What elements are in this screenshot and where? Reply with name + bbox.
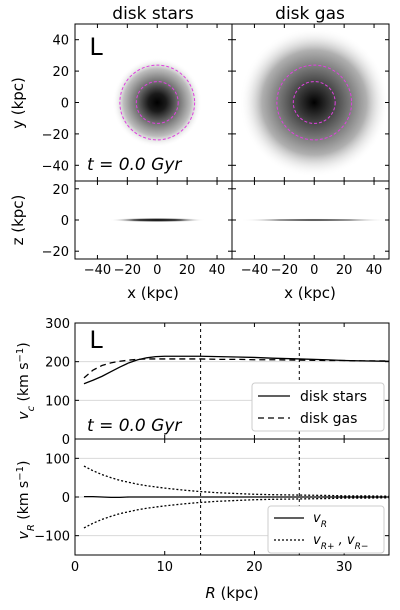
- ytick-label: 100: [45, 452, 70, 467]
- map-xtick-label: −20: [271, 263, 298, 278]
- time-label-bottom: t = 0.0 Gyr: [87, 416, 182, 436]
- map-xtick-label: 20: [179, 263, 196, 278]
- series-line: [83, 495, 389, 499]
- stars-circle-outer: [119, 64, 196, 141]
- legend-label-stars: disk stars: [300, 389, 367, 405]
- map-xtick-label: 40: [209, 263, 226, 278]
- map-ytick-label: 0: [61, 97, 69, 112]
- stars-title: disk stars: [112, 4, 194, 24]
- series-line: [83, 497, 390, 529]
- series-line: [83, 358, 389, 379]
- gas-edge-density: [239, 218, 389, 222]
- series-line: [83, 355, 390, 385]
- map-ytick-label: 20: [52, 65, 69, 80]
- panel-frame: [74, 438, 390, 556]
- ytick-label: 0: [62, 491, 70, 506]
- stars-density: [112, 57, 203, 148]
- ylabel-vc: vc (km s−1): [15, 342, 37, 419]
- gas-face-on-map: [231, 23, 390, 182]
- ytick-label: 100: [45, 394, 70, 409]
- panel-label-top: L: [89, 33, 103, 61]
- edge-ytick-label: −20: [42, 245, 69, 260]
- xtick-label: 20: [246, 560, 263, 575]
- map-ytick-label: 40: [52, 34, 69, 49]
- map-xtick-label: −20: [114, 263, 141, 278]
- stars-edge-density: [109, 217, 206, 223]
- ylabel-xy: y (kpc): [9, 77, 27, 129]
- edge-ytick-label: 20: [52, 183, 69, 198]
- map-xtick-label: 0: [153, 263, 161, 278]
- xlabel-stars-maps: x (kpc): [127, 284, 179, 302]
- ylabel-xz: z (kpc): [9, 195, 27, 246]
- map-xtick-label: 0: [310, 263, 318, 278]
- map-xtick-label: 40: [366, 263, 383, 278]
- time-label-top: t = 0.0 Gyr: [87, 155, 182, 175]
- xtick-label: 30: [336, 560, 353, 575]
- xtick-label: 10: [156, 560, 173, 575]
- xlabel-gas-maps: x (kpc): [284, 284, 336, 302]
- rotation-curve-panel: 0 100 200 300 Lt = 0.0 Gyr disk stars disk gas…: [15, 317, 390, 448]
- legend-box: [251, 382, 385, 432]
- gas-density: [239, 27, 389, 178]
- xlabel-r: R (kpc): [205, 584, 258, 602]
- gas-title: disk gas: [275, 4, 345, 24]
- series-line: [83, 465, 390, 497]
- map-ytick-label: −20: [42, 128, 69, 143]
- map-xtick-label: −40: [241, 263, 268, 278]
- edge-ytick-label: 0: [61, 214, 69, 229]
- ytick-label: 300: [45, 317, 70, 332]
- ylabel-vr: vR (km s−1): [15, 461, 37, 540]
- xtick-label: 0: [71, 560, 79, 575]
- gas-circle-outer: [276, 64, 353, 141]
- stars-edge-on-map: [74, 180, 233, 260]
- ytick-label: 200: [45, 356, 70, 371]
- ytick-label: 0: [62, 433, 70, 448]
- gas-edge-on-map: [231, 180, 390, 260]
- map-ytick-label: −40: [42, 159, 69, 174]
- gas-circle-inner: [292, 81, 336, 124]
- stars-circle-inner: [135, 81, 179, 124]
- panel-label-bottom: L: [89, 326, 103, 354]
- map-xtick-label: −40: [84, 263, 111, 278]
- legend-label-gas: disk gas: [300, 411, 357, 427]
- map-xtick-label: 20: [336, 263, 353, 278]
- ytick-label: −100: [34, 530, 70, 545]
